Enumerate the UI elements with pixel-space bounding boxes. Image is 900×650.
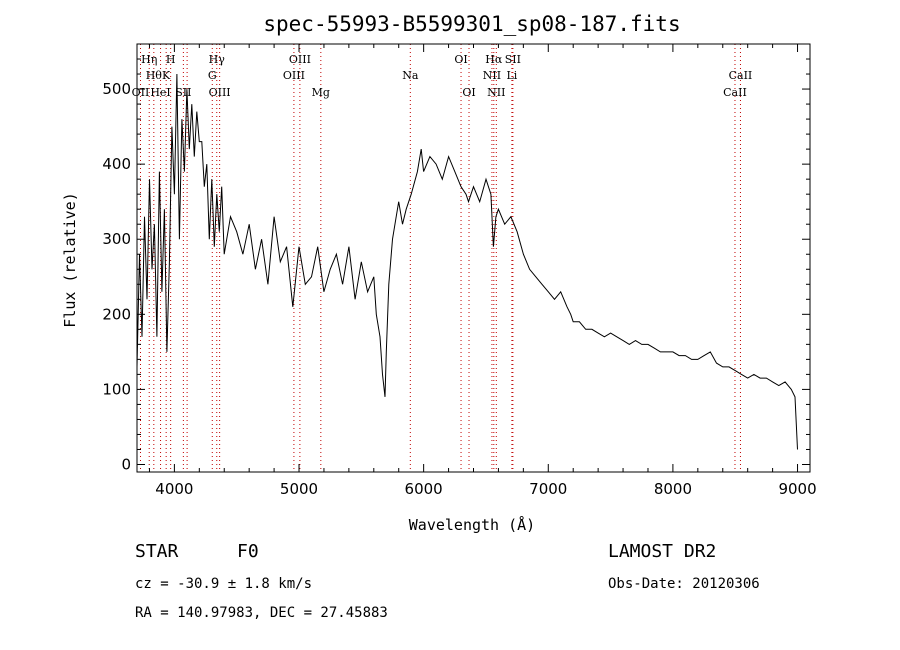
observation-date: Obs-Date: 20120306	[608, 576, 760, 592]
y-axis-label: Flux (relative)	[61, 192, 79, 327]
y-tick-label: 400	[102, 155, 131, 173]
line-label: SII	[505, 53, 521, 66]
line-label: Na	[402, 69, 419, 82]
line-label: CaII	[723, 86, 747, 99]
line-label: OIII	[289, 53, 311, 66]
x-tick-label: 5000	[280, 480, 318, 498]
line-label: HeI	[150, 86, 170, 99]
line-label: OI	[454, 53, 467, 66]
x-tick-label: 6000	[405, 480, 443, 498]
line-label: Hα	[485, 53, 503, 66]
redshift-value: cz = -30.9 ± 1.8 km/s	[135, 576, 313, 592]
line-label: NII	[487, 86, 505, 99]
y-tick-label: 0	[121, 455, 131, 473]
spectrum-series	[136, 73, 798, 450]
line-label: CaII	[729, 69, 753, 82]
plot-frame	[136, 43, 811, 473]
chart-title: spec-55993-B5599301_sp08-187.fits	[263, 12, 680, 36]
line-label: Mg	[312, 86, 330, 99]
line-label: Li	[506, 69, 517, 82]
y-tick-label: 500	[102, 80, 131, 98]
line-label: Hγ	[209, 53, 226, 66]
y-tick-label: 200	[102, 305, 131, 323]
line-label: Hη	[141, 53, 157, 66]
object-class: STAR	[135, 541, 179, 562]
line-label: K	[162, 69, 171, 82]
x-tick-label: 7000	[529, 480, 567, 498]
spectral-line-markers	[139, 44, 741, 472]
y-axis-ticks: 0 100 200 300 400 500	[102, 58, 810, 473]
line-label: H	[166, 53, 176, 66]
coordinates: RA = 140.97983, DEC = 27.45883	[135, 605, 388, 621]
line-label: Hθ	[146, 69, 163, 82]
y-tick-label: 300	[102, 230, 131, 248]
spectral-line-labels: OII Hη Hθ HeI KH SII G Hγ OIII OIII OIII Mg Na OI OI NI…	[132, 53, 753, 99]
line-label: NII	[483, 69, 501, 82]
y-tick-label: 100	[102, 380, 131, 398]
x-tick-label: 8000	[654, 480, 692, 498]
line-label: G	[208, 69, 217, 82]
x-axis-label: Wavelength (Å)	[409, 515, 535, 534]
line-label: OIII	[283, 69, 305, 82]
line-label: OIII	[209, 86, 231, 99]
x-axis-ticks: 4000 5000 6000 7000 8000 9000	[148, 44, 817, 498]
x-tick-label: 4000	[155, 480, 193, 498]
line-label: OII	[132, 86, 150, 99]
line-label: OI	[462, 86, 475, 99]
object-subclass: F0	[237, 541, 259, 562]
x-tick-label: 9000	[778, 480, 816, 498]
survey-name: LAMOST DR2	[608, 541, 717, 562]
